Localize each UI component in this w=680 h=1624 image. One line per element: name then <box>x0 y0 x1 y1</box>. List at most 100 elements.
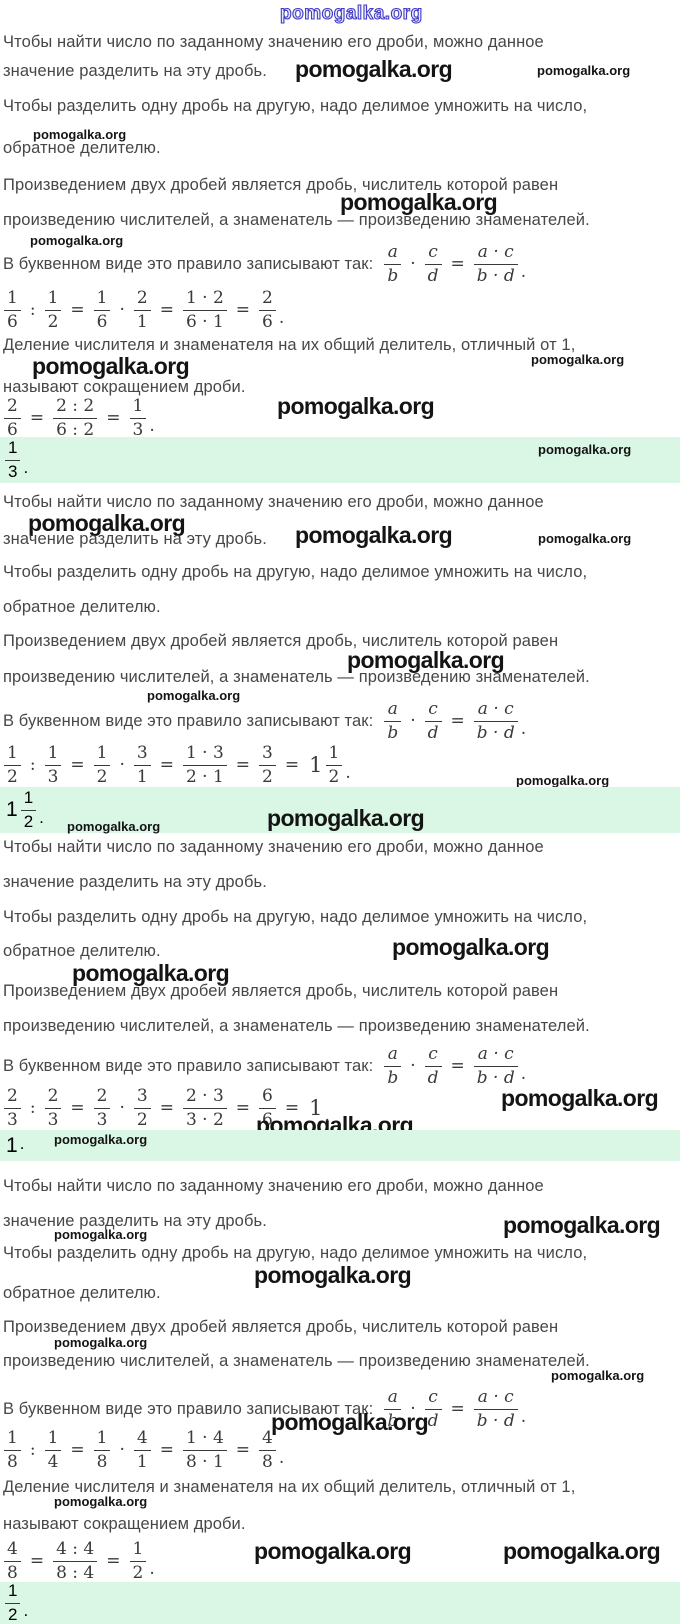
period: . <box>278 307 285 328</box>
operator: = <box>106 408 121 428</box>
period: . <box>149 415 155 436</box>
rule-product-line2: произведению числителей, а знаменатель —… <box>3 1017 590 1035</box>
denominator: 2 <box>136 1109 148 1130</box>
denominator: 6 <box>262 311 273 332</box>
numerator: 1 <box>4 743 21 766</box>
numerator: 1 <box>44 1428 62 1451</box>
period: . <box>520 1063 527 1084</box>
letter-rule-intro: В буквенном виде это правило записывают … <box>3 711 374 730</box>
denominator: 8 · 1 <box>185 1451 224 1472</box>
denominator: 3 · 2 <box>185 1109 224 1130</box>
watermark: pomogalka.org <box>32 353 190 379</box>
denominator: 2 <box>96 766 108 787</box>
denominator: 2 · 1 <box>185 766 224 787</box>
operator: = <box>29 408 45 428</box>
denominator: d <box>427 722 439 743</box>
denominator: 3 <box>8 461 18 481</box>
watermark: pomogalka.org <box>54 1132 148 1147</box>
period: . <box>149 1558 155 1579</box>
numerator: c <box>424 242 442 265</box>
numerator: 2 · 3 <box>182 1086 227 1109</box>
numerator: 1 <box>44 743 62 766</box>
operator: · <box>410 1056 416 1076</box>
denominator: b · d <box>476 1067 515 1088</box>
period: . <box>520 1406 527 1427</box>
watermark: pomogalka.org <box>538 531 632 546</box>
operator: · <box>119 300 125 320</box>
numerator: 1 <box>93 288 111 311</box>
letter-rule-formula: В буквенном виде это правило записывают … <box>3 699 526 743</box>
letter-rule-formula: В буквенном виде это правило записывают … <box>3 1044 527 1088</box>
operator: : <box>29 755 36 775</box>
denominator: 2 <box>8 1604 18 1624</box>
numerator: 1 · 3 <box>182 743 227 766</box>
numerator: 1 <box>20 788 37 811</box>
watermark-outline: pomogalka.org <box>279 3 423 25</box>
numerator: c <box>424 699 442 722</box>
watermark: pomogalka.org <box>67 819 161 834</box>
numerator: 2 <box>259 288 276 311</box>
rule-find-line1: Чтобы найти число по заданному значению … <box>3 1177 544 1195</box>
letter-rule-formula: В буквенном виде это правило записывают … <box>3 1387 527 1431</box>
denominator: d <box>427 265 439 286</box>
operator: = <box>70 755 85 775</box>
denominator: 6 <box>96 311 108 332</box>
numerator: 1 <box>4 288 21 311</box>
letter-rule-intro: В буквенном виде это правило записывают … <box>3 254 374 273</box>
rule-product-line1: Произведением двух дробей является дробь… <box>3 982 559 1000</box>
period: . <box>345 762 351 783</box>
watermark: pomogalka.org <box>267 805 425 831</box>
operator: = <box>235 755 251 775</box>
watermark: pomogalka.org <box>33 127 127 142</box>
operator: = <box>284 755 300 775</box>
numerator: 3 <box>133 1086 151 1109</box>
numerator: 2 <box>133 288 151 311</box>
rule-reduce-line1: Деление числителя и знаменателя на их об… <box>3 1478 576 1496</box>
denominator: 8 <box>262 1451 273 1472</box>
denominator: 8 <box>96 1451 108 1472</box>
rule-divide-line1: Чтобы разделить одну дробь на другую, на… <box>3 908 588 926</box>
whole-number: 1 <box>6 1133 18 1157</box>
operator: = <box>235 1440 251 1460</box>
denominator: 4 <box>47 1451 59 1472</box>
numerator: 6 <box>259 1086 276 1109</box>
denominator: 8 <box>7 1451 18 1472</box>
operator: : <box>29 1440 36 1460</box>
denominator: 8 : 4 <box>56 1562 95 1583</box>
operator: : <box>29 1098 36 1118</box>
operator: · <box>119 755 125 775</box>
operator: = <box>450 1399 465 1419</box>
operator: = <box>450 254 465 274</box>
numerator: 1 <box>325 743 343 766</box>
numerator: c <box>424 1387 442 1410</box>
operator: = <box>70 300 85 320</box>
denominator: 2 <box>132 1562 144 1583</box>
